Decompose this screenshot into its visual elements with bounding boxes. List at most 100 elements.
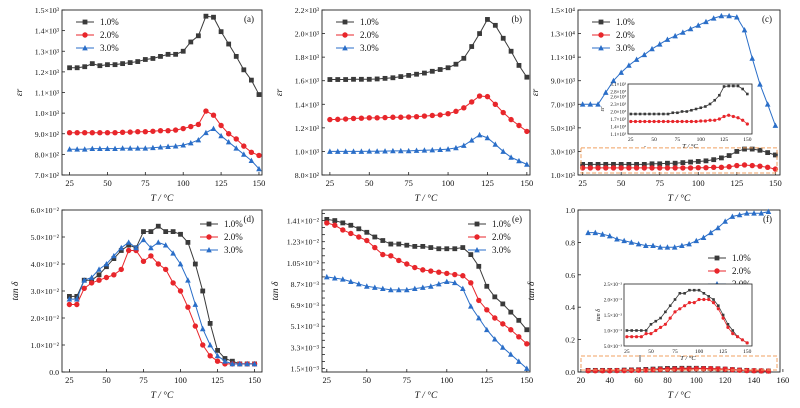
data-point <box>587 161 593 167</box>
inset-data-point <box>644 332 648 336</box>
data-point <box>422 70 427 76</box>
data-point <box>207 342 213 348</box>
data-point <box>104 264 109 270</box>
inset-data-point <box>741 87 744 91</box>
data-point <box>452 279 458 286</box>
data-point <box>468 137 475 143</box>
inset-x-tick-label: 125 <box>720 137 729 143</box>
data-point <box>643 367 649 373</box>
data-point <box>241 143 247 149</box>
data-point <box>672 160 678 166</box>
data-point <box>765 150 771 156</box>
inset-x-tick-label: 50 <box>651 137 657 143</box>
data-point <box>460 273 466 279</box>
legend-marker <box>82 45 88 51</box>
y-tick-label: 0.6 <box>565 271 575 280</box>
inset-data-point <box>735 335 740 339</box>
x-axis-label: T / °C <box>151 390 174 401</box>
inset-data-point <box>633 119 638 124</box>
inset-data-point <box>692 301 696 305</box>
data-point <box>382 114 388 121</box>
data-point <box>611 161 616 167</box>
data-point <box>404 286 410 293</box>
data-point <box>679 366 685 372</box>
data-point <box>508 154 514 160</box>
panel-label: (b) <box>512 14 523 24</box>
data-point <box>444 270 450 277</box>
data-point <box>165 127 171 134</box>
data-point <box>380 285 386 292</box>
series-line <box>582 15 776 126</box>
x-tick-label: 100 <box>442 178 455 188</box>
data-point <box>118 266 124 273</box>
data-point <box>203 108 209 114</box>
data-point <box>413 113 420 120</box>
data-point <box>111 272 117 278</box>
y-tick-label: 1.0×10⁻² <box>31 341 60 350</box>
data-point <box>89 145 96 151</box>
data-point <box>74 65 80 71</box>
inset-data-point <box>731 329 735 332</box>
series-line <box>329 134 528 165</box>
data-point <box>460 285 466 292</box>
data-point <box>643 242 649 249</box>
data-point <box>734 149 740 154</box>
data-point <box>366 76 372 82</box>
data-point <box>324 216 330 222</box>
data-point <box>96 277 102 283</box>
legend-label: 3.0% <box>492 245 511 255</box>
data-point <box>741 162 748 168</box>
x-tick-label: 100 <box>177 178 190 188</box>
data-point <box>97 130 103 136</box>
inset-data-point <box>683 292 686 295</box>
data-point <box>372 244 378 251</box>
y-tick-label: 1.5×10⁻³ <box>291 364 320 373</box>
inset-data-point <box>745 341 749 345</box>
data-point <box>214 358 221 364</box>
data-point <box>719 155 724 161</box>
data-point <box>758 368 764 374</box>
chart-panel: 25 50 75 100 125 150 0.0 1.0×10⁻² 2.0×10⁻² 3.0×10… <box>11 206 263 401</box>
data-point <box>81 285 87 291</box>
legend-label: 2.0% <box>100 30 119 40</box>
x-axis-label: T / °C <box>415 390 438 401</box>
inset-data-point <box>639 335 643 339</box>
data-point <box>185 304 191 310</box>
data-point <box>81 146 88 152</box>
data-point <box>225 139 232 145</box>
data-point <box>484 134 491 141</box>
data-point <box>500 109 506 116</box>
data-point <box>103 261 110 267</box>
chart-panel: 25 50 75 100 125 150 1.5×10⁻³ 3.3×10⁻³ 5.1×10⁻³ 6… <box>271 209 533 401</box>
inset-data-point <box>640 329 643 332</box>
data-point <box>626 165 632 171</box>
data-point <box>599 368 606 374</box>
data-point <box>599 231 606 237</box>
data-point <box>695 159 701 164</box>
y-tick-label: 1.8×10³ <box>295 53 320 62</box>
x-tick-label: 75 <box>139 375 148 385</box>
data-point <box>700 234 707 240</box>
data-point <box>340 276 346 282</box>
inset-data-point <box>689 119 693 124</box>
inset-data-point <box>652 119 656 124</box>
data-point <box>484 283 490 289</box>
inset-x-axis-label: T / °C <box>680 355 696 362</box>
inset-data-point <box>638 119 642 124</box>
x-tick-label: 25 <box>323 375 332 385</box>
data-point <box>710 15 717 21</box>
data-point <box>350 148 357 154</box>
data-point <box>229 360 236 367</box>
data-point <box>516 358 522 364</box>
inset-data-point <box>726 323 730 326</box>
data-point <box>177 288 184 294</box>
data-point <box>420 267 426 273</box>
data-point <box>606 232 613 239</box>
data-point <box>649 161 655 167</box>
data-point <box>500 344 506 350</box>
data-point <box>765 368 772 374</box>
inset-y-tick-label: 2.0×10⁻² <box>604 298 623 304</box>
data-point <box>163 229 169 234</box>
data-point <box>207 353 213 359</box>
data-point <box>192 323 199 329</box>
